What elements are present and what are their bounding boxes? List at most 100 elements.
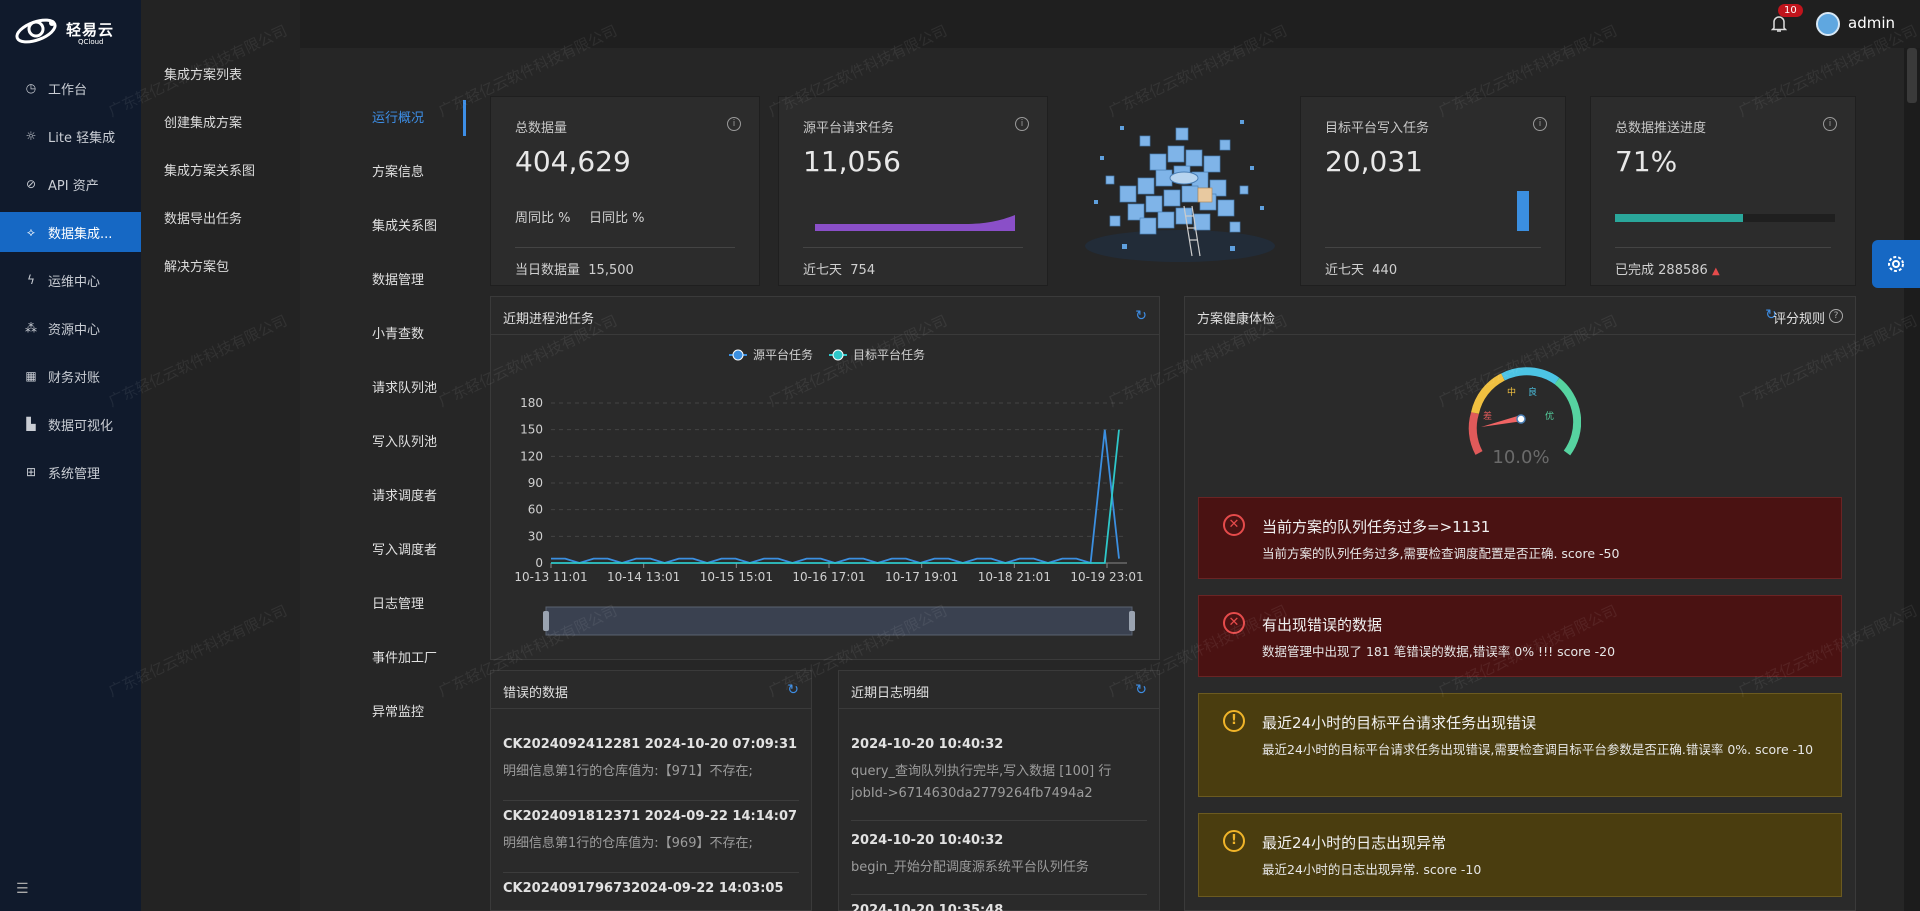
x-tick-label: 10-19 23:01: [1070, 570, 1143, 584]
health-gauge: 差 中 良 优 10.0%: [1468, 367, 1581, 468]
nav-item-visualization[interactable]: ▙ 数据可视化: [0, 404, 141, 444]
subnav-item[interactable]: 集成方案关系图: [164, 164, 256, 179]
chart-icon: ▙: [26, 417, 36, 431]
list-item[interactable]: CK2024092412281 2024-10-20 07:09:31 明细信息…: [503, 737, 799, 801]
nav-label: Lite 轻集成: [48, 130, 116, 146]
panel-header: 近期进程池任务 ↻: [491, 297, 1159, 335]
subnav-item[interactable]: 创建集成方案: [164, 116, 243, 131]
refresh-icon[interactable]: ↻: [787, 682, 799, 698]
scrollbar-thumb[interactable]: [1907, 48, 1917, 103]
collapse-menu-icon[interactable]: ☰: [16, 881, 29, 897]
nav-item-api[interactable]: ⊘ API 资产: [0, 164, 141, 204]
stat-footer: 已完成 288586 ▲: [1615, 259, 1720, 278]
alert-desc: 最近24小时的日志出现异常. score -10: [1262, 862, 1482, 877]
log-item[interactable]: 2024-10-20 10:40:32 query_查询队列执行完毕,写入数据 …: [851, 737, 1147, 821]
stat-card-progress: 总数据推送进度 i 71% 已完成 288586 ▲: [1590, 96, 1856, 286]
nav-item-ops[interactable]: ϟ 运维中心: [0, 260, 141, 300]
tab-write-queue[interactable]: 写入队列池: [372, 435, 438, 450]
nav-item-lite[interactable]: ☼ Lite 轻集成: [0, 116, 141, 156]
stat-title: 目标平台写入任务: [1325, 121, 1430, 136]
y-tick-label: 150: [520, 423, 543, 437]
stat-footer-label: 近七天: [1325, 263, 1365, 278]
health-alert: ✕ 有出现错误的数据 数据管理中出现了 181 笔错误的数据,错误率 0% !!…: [1198, 595, 1842, 677]
share-icon: ⟡: [27, 224, 35, 239]
alert-title: 当前方案的队列任务过多=>1131: [1262, 518, 1491, 536]
sub-sidebar: 集成方案列表 创建集成方案 集成方案关系图 数据导出任务 解决方案包: [141, 0, 300, 911]
source-mini-area-chart: [815, 215, 1015, 231]
subnav-item[interactable]: 集成方案列表: [164, 68, 243, 83]
tab-data-manage[interactable]: 数据管理: [372, 273, 425, 288]
logo-sub: QCloud: [78, 38, 104, 46]
nav-item-data-integration[interactable]: ⟡ 数据集成...: [0, 212, 141, 252]
avatar[interactable]: [1816, 12, 1840, 36]
alert-desc: 最近24小时的目标平台请求任务出现错误,需要检查调目标平台参数是否正确.错误率 …: [1262, 742, 1814, 757]
tab-request-scheduler[interactable]: 请求调度者: [372, 489, 438, 504]
panel-title: 方案健康体检: [1197, 312, 1276, 327]
nav-label: 系统管理: [48, 466, 101, 482]
subnav-item[interactable]: 数据导出任务: [164, 212, 243, 227]
log-msg: query_查询队列执行完毕,写入数据 [100] 行 jobId->67146…: [851, 764, 1112, 801]
lightbulb-icon: ☼: [25, 129, 37, 143]
nav-label: 数据可视化: [48, 418, 114, 434]
tab-relations[interactable]: 集成关系图: [372, 219, 438, 234]
error-msg: 明细信息第1行的仓库值为:【971】不存在;: [503, 764, 753, 779]
logo: 轻易云 QCloud: [14, 12, 124, 52]
info-icon[interactable]: i: [1533, 117, 1547, 131]
alert-title: 最近24小时的日志出现异常: [1262, 834, 1447, 852]
subnav-item[interactable]: 解决方案包: [164, 260, 230, 275]
refresh-icon[interactable]: ↻: [1135, 682, 1147, 698]
tab-request-queue[interactable]: 请求队列池: [372, 381, 438, 396]
help-icon[interactable]: ?: [1829, 309, 1843, 323]
stat-footer: 近七天 754: [803, 259, 875, 278]
refresh-icon[interactable]: ↻: [1135, 308, 1147, 324]
tab-write-scheduler[interactable]: 写入调度者: [372, 543, 438, 558]
gauge-label-excellent: 优: [1545, 410, 1554, 422]
user-name[interactable]: admin: [1848, 14, 1895, 32]
tab-logs[interactable]: 日志管理: [372, 597, 425, 612]
alert-title: 有出现错误的数据: [1262, 616, 1383, 634]
tab-event-factory[interactable]: 事件加工厂: [372, 651, 438, 666]
x-tick-label: 10-18 21:01: [978, 570, 1051, 584]
compass-icon: ⊘: [25, 177, 37, 191]
legend-marker: [732, 349, 744, 361]
stat-title: 源平台请求任务: [803, 121, 895, 136]
x-tick-label: 10-14 13:01: [607, 570, 680, 584]
nav-item-resources[interactable]: ⁂ 资源中心: [0, 308, 141, 348]
log-item[interactable]: 2024-10-20 10:35:48: [851, 903, 1147, 911]
nav-item-workbench[interactable]: ◷ 工作台: [0, 68, 141, 108]
error-data-panel: 错误的数据 ↻ CK2024092412281 2024-10-20 07:09…: [490, 670, 812, 911]
nav-label: 资源中心: [48, 322, 101, 338]
divider: [1615, 247, 1831, 248]
nav-label: 运维中心: [48, 274, 101, 290]
nav-item-finance[interactable]: ▦ 财务对账: [0, 356, 141, 396]
stat-title: 总数据量: [515, 121, 568, 136]
settings-button[interactable]: [1872, 240, 1920, 288]
list-item[interactable]: CK2024091796732024-09-22 14:03:05: [503, 881, 799, 911]
x-tick-label: 10-16 17:01: [792, 570, 865, 584]
alert-desc: 数据管理中出现了 181 笔错误的数据,错误率 0% !!! score -20: [1262, 644, 1616, 659]
nav-label: 数据集成...: [48, 226, 113, 242]
log-item[interactable]: 2024-10-20 10:40:32 begin_开始分配调度源系统平台队列任…: [851, 833, 1147, 895]
error-circle-icon: ✕: [1223, 514, 1245, 536]
stat-footer: 当日数据量 15,500: [515, 259, 634, 278]
bell-icon[interactable]: [1771, 15, 1787, 33]
info-icon[interactable]: i: [727, 117, 741, 131]
tab-plan-info[interactable]: 方案信息: [372, 165, 425, 180]
tab-query[interactable]: 小青查数: [372, 327, 425, 342]
active-tab-indicator: [463, 100, 466, 136]
info-icon[interactable]: i: [1823, 117, 1837, 131]
info-icon[interactable]: i: [1015, 117, 1029, 131]
warning-circle-icon: !: [1223, 710, 1245, 732]
series-line: [551, 429, 1120, 565]
score-rules-link[interactable]: 评分规则: [1772, 312, 1825, 327]
y-tick-label: 0: [535, 556, 543, 570]
tab-exception-monitor[interactable]: 异常监控: [372, 705, 425, 720]
process-pool-panel: 近期进程池任务 ↻ 源平台任务 目标平台任务 0 30 60 90 120 150 180 10-…: [490, 296, 1160, 660]
nav-item-system[interactable]: ⊞ 系统管理: [0, 452, 141, 492]
log-time: 2024-10-20 10:40:32: [851, 833, 1004, 848]
refresh-icon[interactable]: ↻: [1765, 307, 1777, 323]
list-item[interactable]: CK2024091812371 2024-09-22 14:14:07 明细信息…: [503, 809, 799, 873]
scrollbar[interactable]: [1904, 48, 1920, 911]
grid-icon: ⊞: [25, 465, 37, 479]
tab-overview[interactable]: 运行概况: [372, 111, 425, 126]
